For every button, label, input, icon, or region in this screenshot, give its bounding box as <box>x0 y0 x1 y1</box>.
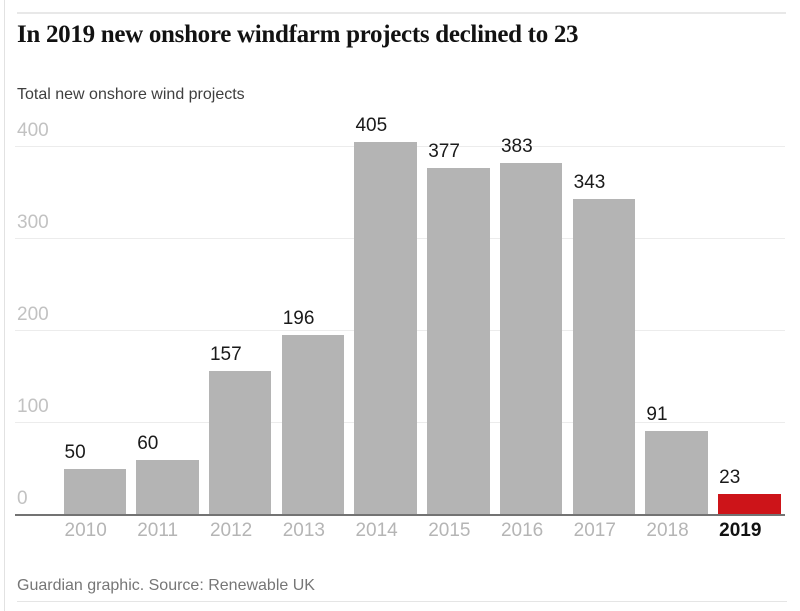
x-tick-2011: 2011 <box>137 520 179 541</box>
x-tick-2013: 2013 <box>282 520 325 541</box>
bar-2018 <box>645 431 708 515</box>
value-label-2019: 23 <box>719 466 741 488</box>
bar-2011 <box>136 459 199 515</box>
y-tick-100: 100 <box>17 396 49 417</box>
source-credit: Guardian graphic. Source: Renewable UK <box>17 577 315 594</box>
bar-2015 <box>427 168 490 515</box>
bar-2010 <box>63 469 126 515</box>
x-tick-2015: 2015 <box>428 520 471 541</box>
x-axis-baseline <box>15 514 785 516</box>
x-tick-2019: 2019 <box>719 520 762 541</box>
value-label-2015: 377 <box>428 141 460 163</box>
chart-subtitle: Total new onshore wind projects <box>17 86 245 103</box>
x-tick-2017: 2017 <box>573 520 616 541</box>
value-label-2012: 157 <box>209 343 242 365</box>
value-label-2017: 343 <box>573 172 606 194</box>
left-border-rule <box>4 0 5 611</box>
value-label-2014: 405 <box>355 115 388 137</box>
y-tick-0: 0 <box>17 488 28 509</box>
x-tick-2012: 2012 <box>209 520 253 541</box>
top-divider-rule <box>17 12 786 14</box>
chart-title: In 2019 new onshore windfarm projects de… <box>17 21 579 48</box>
value-label-2011: 60 <box>137 432 159 454</box>
y-tick-200: 200 <box>17 304 49 325</box>
x-tick-2016: 2016 <box>500 520 544 541</box>
bar-2016 <box>499 162 563 515</box>
value-label-2016: 383 <box>500 135 533 157</box>
bar-2012 <box>208 370 272 515</box>
value-label-2013: 196 <box>282 307 315 329</box>
value-label-2018: 91 <box>646 404 668 426</box>
y-tick-400: 400 <box>17 120 49 141</box>
x-tick-2014: 2014 <box>355 520 398 541</box>
y-tick-300: 300 <box>17 212 49 233</box>
x-tick-2018: 2018 <box>646 520 689 541</box>
bar-2019 <box>718 493 781 515</box>
bar-2017 <box>572 199 636 515</box>
bar-2013 <box>281 334 345 515</box>
bottom-divider-rule <box>17 601 787 602</box>
bar-2014 <box>354 142 417 515</box>
x-tick-2010: 2010 <box>64 520 107 541</box>
value-label-2010: 50 <box>64 442 86 463</box>
